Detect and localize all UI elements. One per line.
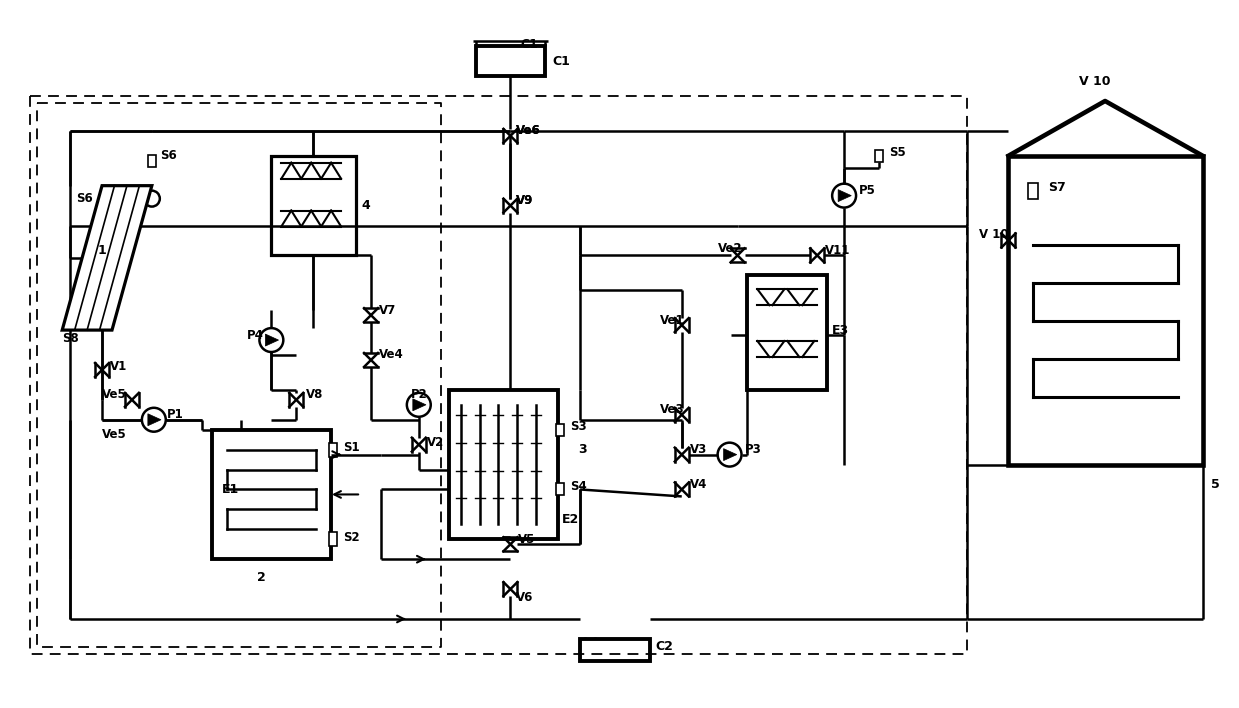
Text: V 10: V 10: [1079, 74, 1111, 88]
Bar: [330, 442, 337, 457]
Bar: [271, 156, 356, 256]
Text: V5: V5: [518, 533, 535, 546]
Text: P3: P3: [745, 443, 761, 456]
Text: V1: V1: [110, 360, 128, 373]
Bar: [449, 390, 559, 539]
Text: V2: V2: [426, 436, 444, 449]
Text: V9: V9: [517, 194, 534, 207]
Polygon shape: [147, 413, 161, 426]
Bar: [556, 484, 564, 496]
Text: C1: C1: [553, 55, 570, 68]
Polygon shape: [724, 449, 737, 461]
Bar: [147, 155, 156, 167]
Bar: [556, 423, 564, 435]
Text: S6: S6: [76, 192, 93, 205]
Text: C1: C1: [520, 38, 538, 51]
Polygon shape: [838, 190, 851, 202]
Text: S4: S4: [570, 480, 587, 493]
Circle shape: [142, 408, 166, 432]
Text: P5: P5: [859, 184, 876, 197]
Polygon shape: [413, 399, 426, 411]
Text: 1: 1: [98, 244, 107, 257]
Text: Ve1: Ve1: [660, 314, 684, 326]
Text: S2: S2: [343, 531, 359, 544]
Text: Ve5: Ve5: [102, 428, 126, 441]
Circle shape: [717, 442, 741, 467]
Text: V6: V6: [517, 590, 534, 603]
Circle shape: [259, 328, 284, 352]
Circle shape: [833, 183, 856, 207]
Text: Ve4: Ve4: [379, 348, 404, 362]
Text: S1: S1: [343, 441, 359, 454]
Text: E3: E3: [833, 324, 849, 336]
Text: V7: V7: [379, 304, 396, 316]
Text: V3: V3: [690, 443, 707, 456]
Text: P1: P1: [167, 409, 183, 421]
Text: S8: S8: [62, 331, 79, 345]
Text: V11: V11: [825, 244, 850, 257]
Text: V4: V4: [690, 478, 707, 491]
Text: E2: E2: [563, 513, 580, 526]
Bar: [1028, 183, 1038, 199]
Text: P4: P4: [247, 329, 264, 341]
Text: C2: C2: [655, 640, 674, 653]
Text: S6: S6: [160, 149, 177, 162]
Text: S5: S5: [888, 147, 906, 159]
Circle shape: [406, 393, 431, 417]
Circle shape: [144, 190, 160, 207]
Text: S3: S3: [570, 421, 587, 433]
Polygon shape: [265, 334, 279, 346]
Text: E1: E1: [222, 483, 239, 496]
Text: Ve6: Ve6: [517, 125, 541, 137]
Text: 5: 5: [1211, 478, 1219, 491]
Text: S7: S7: [1048, 181, 1066, 194]
Bar: [875, 150, 883, 161]
Text: Ve6: Ve6: [517, 125, 541, 137]
Bar: [330, 532, 337, 547]
Text: 2: 2: [256, 571, 266, 583]
Text: Ve2: Ve2: [717, 242, 742, 255]
Text: V9: V9: [517, 194, 534, 207]
Bar: [476, 46, 545, 76]
Bar: [1009, 156, 1203, 464]
Text: Ve3: Ve3: [660, 404, 684, 416]
Bar: [212, 430, 331, 559]
Bar: [747, 275, 828, 390]
Text: V8: V8: [306, 389, 323, 401]
Text: Ve5: Ve5: [102, 389, 126, 401]
Text: 3: 3: [579, 443, 587, 456]
Text: P2: P2: [411, 389, 427, 401]
Text: 4: 4: [361, 199, 369, 212]
Polygon shape: [62, 185, 152, 330]
Bar: [580, 639, 650, 661]
Text: V 10: V 10: [979, 228, 1009, 241]
